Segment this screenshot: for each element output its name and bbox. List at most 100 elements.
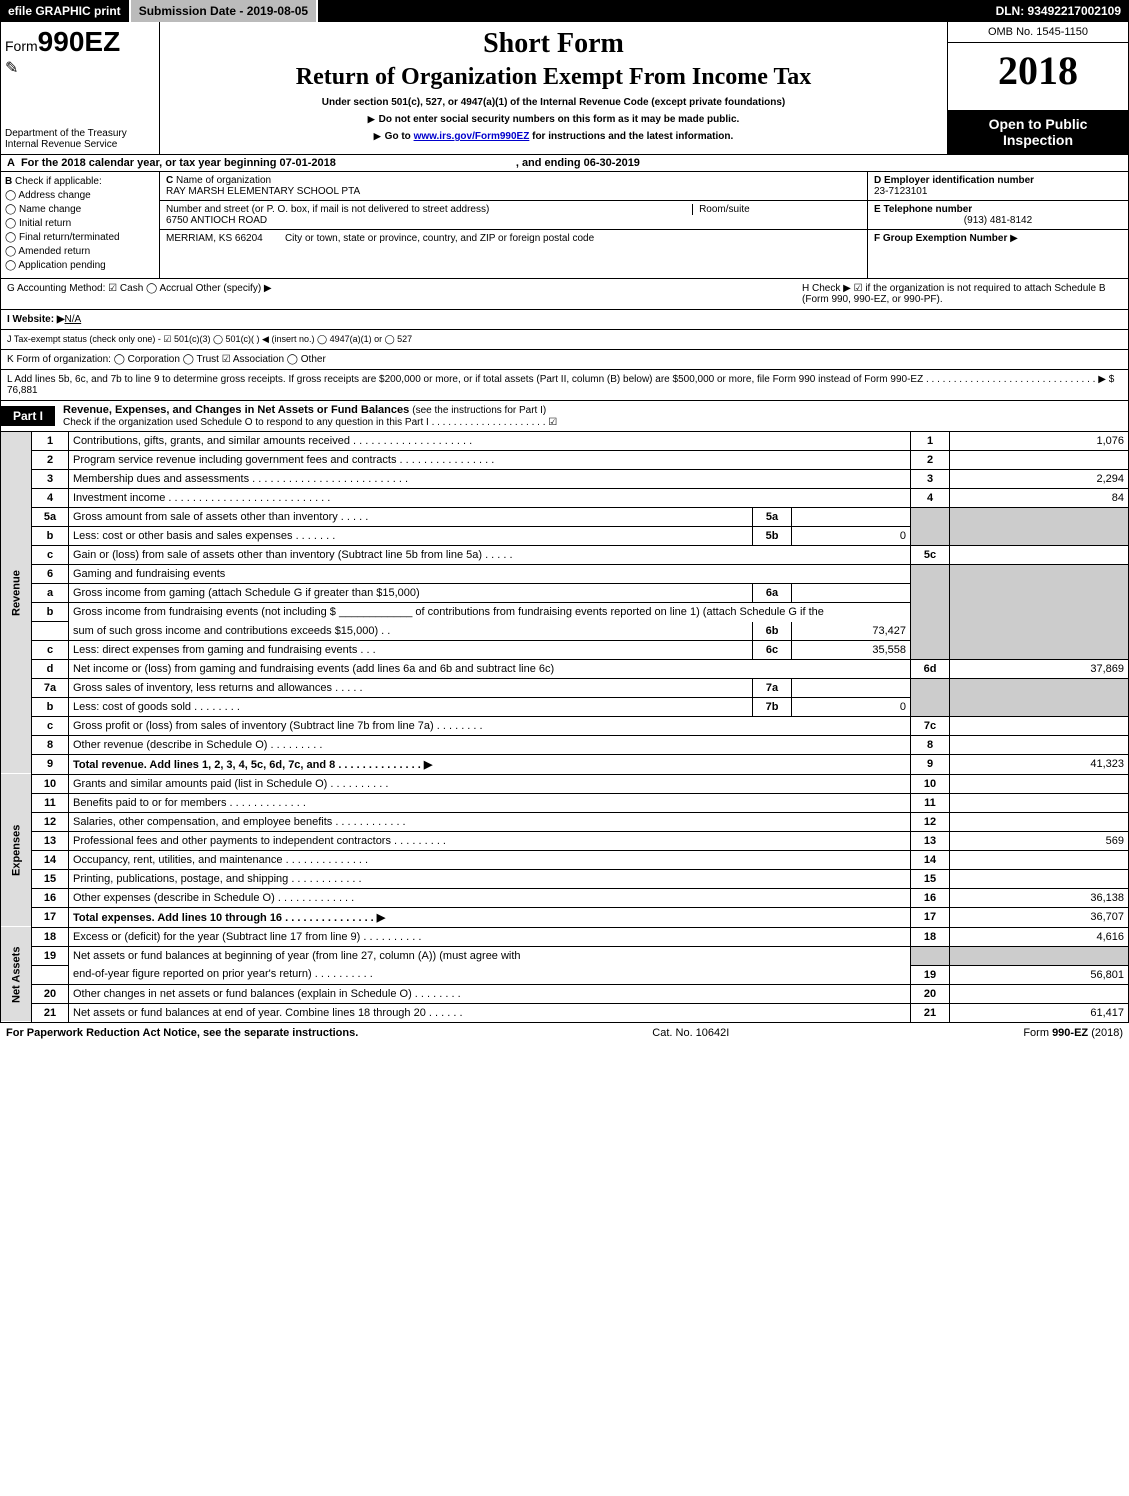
org-address-row: Number and street (or P. O. box, if mail… (160, 201, 867, 230)
ln-7ab-shade-amt (950, 678, 1129, 716)
ln-19b-no (32, 965, 69, 984)
ln-19-shade-box (911, 946, 950, 965)
ln-13-amt: 569 (950, 831, 1129, 850)
side-netassets: Net Assets (1, 927, 32, 1022)
ln-7b-desc: Less: cost of goods sold . . . . . . . . (69, 697, 753, 716)
ln-16-box: 16 (911, 888, 950, 907)
ein-row: D Employer identification number 23-7123… (868, 172, 1128, 201)
chk-amended-return[interactable]: ◯ Amended return (5, 246, 155, 257)
ln-20-box: 20 (911, 984, 950, 1003)
submission-date: Submission Date - 2019-08-05 (131, 0, 318, 22)
ln-8-no: 8 (32, 735, 69, 754)
ln-6c-subamt: 35,558 (792, 640, 911, 659)
footer-center: Cat. No. 10642I (652, 1027, 729, 1039)
period-text-2: , and ending 06-30-2019 (516, 157, 640, 169)
ln-19-no: 19 (32, 946, 69, 965)
line-h: H Check ▶ ☑ if the organization is not r… (792, 283, 1122, 305)
ln-3-amt: 2,294 (950, 470, 1129, 489)
ln-17-box: 17 (911, 907, 950, 927)
ln-5c-no: c (32, 546, 69, 565)
part-1-sub: (see the instructions for Part I) (412, 405, 546, 416)
ln-20-desc: Other changes in net assets or fund bala… (69, 984, 911, 1003)
ln-21-amt: 61,417 (950, 1003, 1129, 1022)
irs-link[interactable]: www.irs.gov/Form990EZ (414, 131, 530, 142)
ln-13-no: 13 (32, 831, 69, 850)
ln-19-shade-amt (950, 946, 1129, 965)
ln-10-no: 10 (32, 774, 69, 793)
org-info: C Name of organization RAY MARSH ELEMENT… (160, 172, 867, 278)
ln-5a-sub: 5a (753, 508, 792, 527)
ln-6b2-desc: sum of such gross income and contributio… (69, 622, 753, 641)
chk-application-pending[interactable]: ◯ Application pending (5, 260, 155, 271)
org-city: MERRIAM, KS 66204 (166, 233, 263, 244)
topbar-spacer (318, 0, 987, 22)
ln-7b-no: b (32, 697, 69, 716)
form-prefix: Form (5, 38, 38, 54)
line-i: I Website: ▶N/A (0, 310, 1129, 330)
chk-address-change[interactable]: ◯ Address change (5, 190, 155, 201)
org-name: RAY MARSH ELEMENTARY SCHOOL PTA (166, 186, 360, 197)
ln-2-desc: Program service revenue including govern… (69, 451, 911, 470)
ln-3-box: 3 (911, 470, 950, 489)
section-line: Under section 501(c), 527, or 4947(a)(1)… (166, 97, 941, 108)
header-left: Form990EZ ✎ Department of the Treasury I… (1, 22, 160, 154)
ln-10-amt (950, 774, 1129, 793)
department-label: Department of the Treasury Internal Reve… (5, 128, 155, 150)
part-1-label: Part I (1, 406, 55, 426)
ln-7c-box: 7c (911, 716, 950, 735)
efile-button[interactable]: efile GRAPHIC print (0, 0, 131, 22)
ln-1-box: 1 (911, 432, 950, 451)
form-number: Form990EZ ✎ (5, 26, 155, 78)
ln-6c-no: c (32, 640, 69, 659)
ln-6c-sub: 6c (753, 640, 792, 659)
short-form-title: Short Form (166, 28, 941, 60)
ln-6b2-no (32, 622, 69, 641)
ln-7a-subamt (792, 678, 911, 697)
ln-3-desc: Membership dues and assessments . . . . … (69, 470, 911, 489)
ln-5a-no: 5a (32, 508, 69, 527)
org-address: 6750 ANTIOCH ROAD (166, 215, 267, 226)
ln-6b-subamt: 73,427 (792, 622, 911, 641)
ln-6d-no: d (32, 659, 69, 678)
f-arrow: ▶ (1010, 233, 1018, 244)
side-expenses: Expenses (1, 774, 32, 927)
tax-year: 2018 (948, 43, 1128, 110)
ln-12-no: 12 (32, 812, 69, 831)
ln-14-amt (950, 850, 1129, 869)
footer-left: For Paperwork Reduction Act Notice, see … (6, 1027, 358, 1039)
f-label: F Group Exemption Number (874, 233, 1007, 244)
chk-final-return[interactable]: ◯ Final return/terminated (5, 232, 155, 243)
ln-13-box: 13 (911, 831, 950, 850)
ln-16-desc: Other expenses (describe in Schedule O) … (69, 888, 911, 907)
city-label: City or town, state or province, country… (285, 233, 594, 244)
ln-6b-sub: 6b (753, 622, 792, 641)
ln-11-box: 11 (911, 793, 950, 812)
info-rows: G Accounting Method: ☑ Cash ◯ Accrual Ot… (0, 279, 1129, 401)
ln-6a-sub: 6a (753, 584, 792, 603)
ln-6a-subamt (792, 584, 911, 603)
org-city-row: MERRIAM, KS 66204 City or town, state or… (160, 230, 867, 247)
ln-5ab-shade-amt (950, 508, 1129, 546)
ln-9-desc: Total revenue. Add lines 1, 2, 3, 4, 5c,… (69, 754, 911, 774)
c-name-label: Name of organization (176, 175, 271, 186)
ln-18-desc: Excess or (deficit) for the year (Subtra… (69, 927, 911, 946)
ln-7b-subamt: 0 (792, 697, 911, 716)
ln-19-desc: Net assets or fund balances at beginning… (69, 946, 911, 965)
ln-6b-no: b (32, 603, 69, 622)
ln-5c-desc: Gain or (loss) from sale of assets other… (69, 546, 911, 565)
ln-5a-subamt (792, 508, 911, 527)
ln-21-box: 21 (911, 1003, 950, 1022)
ln-16-amt: 36,138 (950, 888, 1129, 907)
ln-4-amt: 84 (950, 489, 1129, 508)
ln-12-box: 12 (911, 812, 950, 831)
line-k: K Form of organization: ◯ Corporation ◯ … (0, 350, 1129, 370)
ln-8-box: 8 (911, 735, 950, 754)
open-line1: Open to Public (954, 116, 1122, 132)
check-if-label: Check if applicable: (15, 176, 102, 187)
ln-2-amt (950, 451, 1129, 470)
chk-name-change[interactable]: ◯ Name change (5, 204, 155, 215)
ln-11-desc: Benefits paid to or for members . . . . … (69, 793, 911, 812)
ln-13-desc: Professional fees and other payments to … (69, 831, 911, 850)
ln-7a-desc: Gross sales of inventory, less returns a… (69, 678, 753, 697)
chk-initial-return[interactable]: ◯ Initial return (5, 218, 155, 229)
